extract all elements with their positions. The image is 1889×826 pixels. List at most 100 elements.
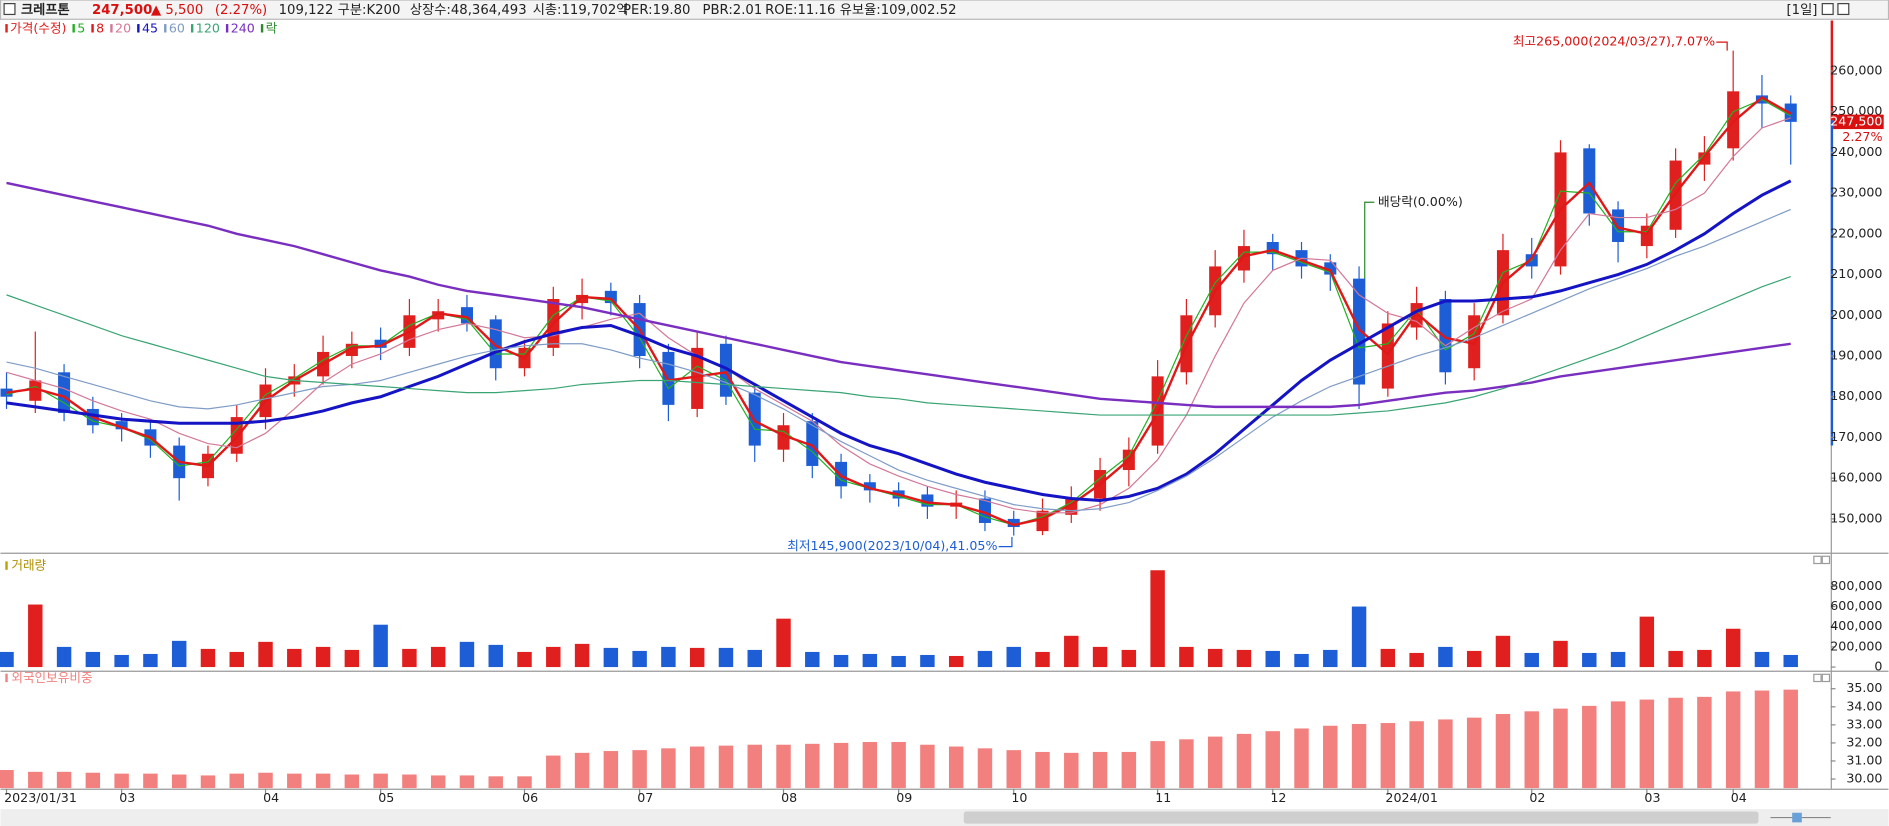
pbr: PBR:2.01 — [702, 3, 762, 18]
bar — [747, 744, 762, 789]
bar — [805, 743, 820, 789]
bar — [1121, 751, 1137, 789]
change-pct: (2.27%) — [215, 3, 267, 18]
high-arrow — [1716, 41, 1728, 51]
legend-swatch — [110, 24, 113, 33]
bar — [1495, 635, 1511, 668]
close-button[interactable] — [1837, 3, 1850, 16]
bar — [776, 618, 791, 668]
checkbox[interactable] — [3, 3, 16, 16]
bar — [1064, 752, 1079, 789]
y-tick-label: 800,000 — [1830, 578, 1882, 593]
bar — [661, 646, 676, 668]
bar — [1092, 751, 1108, 789]
bar — [776, 744, 791, 789]
moving-average — [6, 117, 1791, 514]
panel-button[interactable] — [1821, 555, 1831, 565]
panel-button[interactable] — [1813, 673, 1822, 683]
bar — [1006, 646, 1021, 668]
y-tick-label: 30.00 — [1846, 771, 1882, 786]
bar — [1438, 646, 1453, 668]
bar — [28, 771, 43, 789]
bar — [1150, 741, 1165, 789]
shares: 상장수:48,364,493 — [410, 2, 527, 18]
bar — [1121, 649, 1137, 668]
moving-average — [6, 276, 1791, 416]
bar — [833, 654, 849, 668]
bar — [200, 775, 216, 789]
y-tick-label: 240,000 — [1830, 144, 1882, 159]
bar — [1466, 717, 1482, 789]
bar — [114, 773, 129, 789]
bar — [373, 624, 388, 668]
candle-body — [576, 294, 589, 304]
candle-body — [1381, 323, 1394, 389]
bars — [0, 570, 1798, 668]
legend-swatch — [5, 24, 8, 33]
legend-swatch — [72, 24, 75, 33]
bar — [1697, 696, 1712, 789]
bar — [1495, 714, 1511, 789]
period[interactable]: [1일] — [1787, 2, 1818, 18]
bar — [315, 646, 331, 668]
candle-body — [58, 372, 71, 414]
y-tick-label: 400,000 — [1830, 618, 1882, 633]
bar — [920, 654, 935, 668]
bar — [1207, 648, 1223, 668]
volume: 109,122 — [279, 3, 334, 18]
bar — [258, 772, 273, 789]
panel-button[interactable] — [1821, 673, 1831, 683]
x-tick-label: 05 — [378, 790, 394, 805]
reserve: 유보율:109,002.52 — [840, 2, 957, 18]
scrollbar[interactable] — [0, 809, 1889, 826]
y-tick-label: 260,000 — [1830, 62, 1882, 77]
y-tick-label: 0 — [1874, 659, 1882, 674]
y-tick-label: 190,000 — [1830, 348, 1882, 363]
legend-label: 5 — [77, 20, 85, 35]
scroll-thumb[interactable] — [963, 811, 1759, 824]
bar — [1323, 725, 1338, 789]
bar — [402, 774, 417, 789]
bar — [891, 742, 906, 789]
panel-button[interactable] — [1813, 555, 1822, 565]
bar — [143, 653, 158, 668]
bar — [977, 748, 993, 789]
bar — [229, 651, 244, 668]
window-button[interactable] — [1821, 3, 1834, 16]
x-tick-label: 07 — [637, 790, 653, 805]
candle-body — [835, 461, 848, 487]
bar — [1323, 649, 1338, 668]
bar — [718, 647, 734, 668]
candle-body — [1583, 148, 1596, 214]
legend-label: 120 — [196, 20, 220, 35]
zoom-handle[interactable] — [1792, 812, 1802, 823]
bar — [1351, 606, 1367, 668]
bar — [1610, 651, 1626, 668]
low-arrow — [998, 537, 1013, 548]
legend-swatch — [260, 24, 264, 33]
bar — [344, 649, 360, 668]
bar — [1725, 628, 1741, 668]
candle-body — [863, 482, 876, 491]
y-tick-label: 160,000 — [1830, 470, 1882, 485]
bar — [402, 648, 417, 668]
bar — [1351, 723, 1367, 789]
bar — [1466, 650, 1482, 668]
bar — [805, 651, 820, 668]
bar — [1783, 654, 1798, 668]
bar — [920, 744, 935, 789]
bar — [546, 646, 561, 668]
bar — [718, 745, 734, 789]
bar — [0, 770, 14, 789]
low-annotation: 최저145,900(2023/10/04),41.05% — [787, 538, 997, 553]
moving-average — [6, 95, 1792, 527]
bar — [56, 646, 72, 668]
y-tick-label: 35.00 — [1846, 680, 1882, 695]
bar — [1553, 640, 1568, 668]
bar — [1697, 649, 1712, 668]
bar — [200, 648, 216, 668]
bar — [574, 752, 590, 789]
